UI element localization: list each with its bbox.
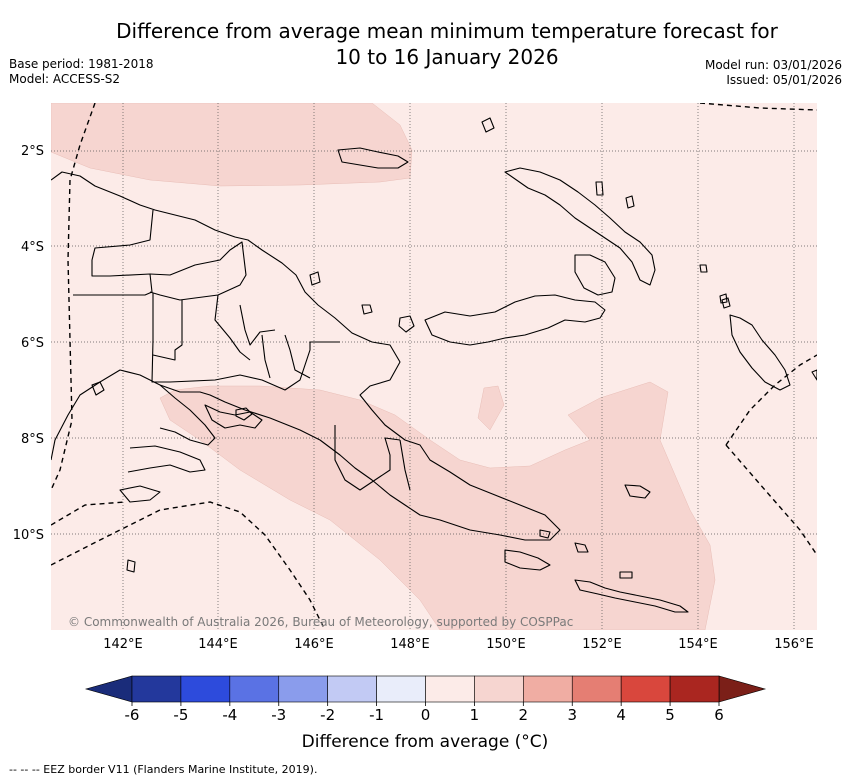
lon-label: 150°E [486,637,526,652]
model-run: Model run: 03/01/2026 [704,58,842,72]
colorbar-segment [180,675,231,703]
colorbar-tick-label: -1 [369,706,384,724]
colorbar-over-arrow [718,675,767,703]
colorbar-tick-label: -3 [271,706,286,724]
colorbar-segment [669,675,720,703]
title-line-1: Difference from average mean minimum tem… [116,19,778,43]
colorbar-segment [131,675,182,703]
map-title: Difference from average mean minimum tem… [0,18,850,70]
colorbar-tick-label: 1 [470,706,480,724]
colorbar-tick-label: 3 [567,706,577,724]
colorbar-tick-label: -2 [320,706,335,724]
eez-footnote: -- -- -- EEZ border V11 (Flanders Marine… [9,763,318,776]
colorbar-title: Difference from average (°C) [301,732,549,752]
colorbar-segment [376,675,426,703]
colorbar-tick-label: 2 [519,706,529,724]
lat-label: 10°S [13,528,44,543]
lon-labels: 142°E 144°E 146°E 148°E 150°E 152°E 154°… [103,637,814,652]
colorbar-tick-label: -5 [173,706,188,724]
issued-date: Issued: 05/01/2026 [726,73,842,87]
lon-label: 154°E [678,637,718,652]
colorbar-tick-label: 5 [665,706,675,724]
colorbar-segment [229,675,280,703]
eez-borders [51,103,817,630]
colorbar-tick-label: 4 [616,706,626,724]
lat-label: 2°S [21,144,44,159]
colorbar-tick-label: 6 [714,706,724,724]
colorbar-tick-label: -4 [222,706,237,724]
colorbar-segment [474,675,524,703]
meta-right: Model run: 03/01/2026 Issued: 05/01/2026 [705,58,842,88]
lat-label: 8°S [21,432,44,447]
copyright-text: © Commonwealth of Australia 2026, Bureau… [68,615,573,629]
colorbar-under-arrow [84,675,133,703]
meta-left: Base period: 1981-2018 Model: ACCESS-S2 [9,57,154,87]
title-line-2: 10 to 16 January 2026 [335,45,559,69]
colorbar-segment [425,675,475,703]
colorbar: -6 -5 -4 -3 -2 -1 0 1 2 3 4 5 6 [84,675,767,724]
base-period: Base period: 1981-2018 [9,57,154,71]
lon-label: 148°E [390,637,430,652]
lon-label: 152°E [582,637,622,652]
colorbar-tick-label: 0 [421,706,431,724]
lon-label: 144°E [198,637,238,652]
lon-label: 146°E [294,637,334,652]
coastlines [51,117,817,613]
colorbar-segment [620,675,671,703]
lat-label: 6°S [21,336,44,351]
model-name: Model: ACCESS-S2 [9,72,121,86]
colorbar-segment [571,675,622,703]
anomaly-zone-north [51,103,413,187]
colorbar-segment [278,675,328,703]
lon-label: 142°E [103,637,143,652]
colorbar-segment [523,675,573,703]
colorbar-tick-label: -6 [125,706,140,724]
lon-label: 156°E [774,637,814,652]
lat-label: 4°S [21,240,44,255]
graticule [51,103,817,630]
colorbar-segment [327,675,377,703]
anomaly-zone-south [159,381,716,630]
lat-labels: 2°S 4°S 6°S 8°S 10°S [13,144,44,543]
anomaly-zone-island [477,385,505,431]
